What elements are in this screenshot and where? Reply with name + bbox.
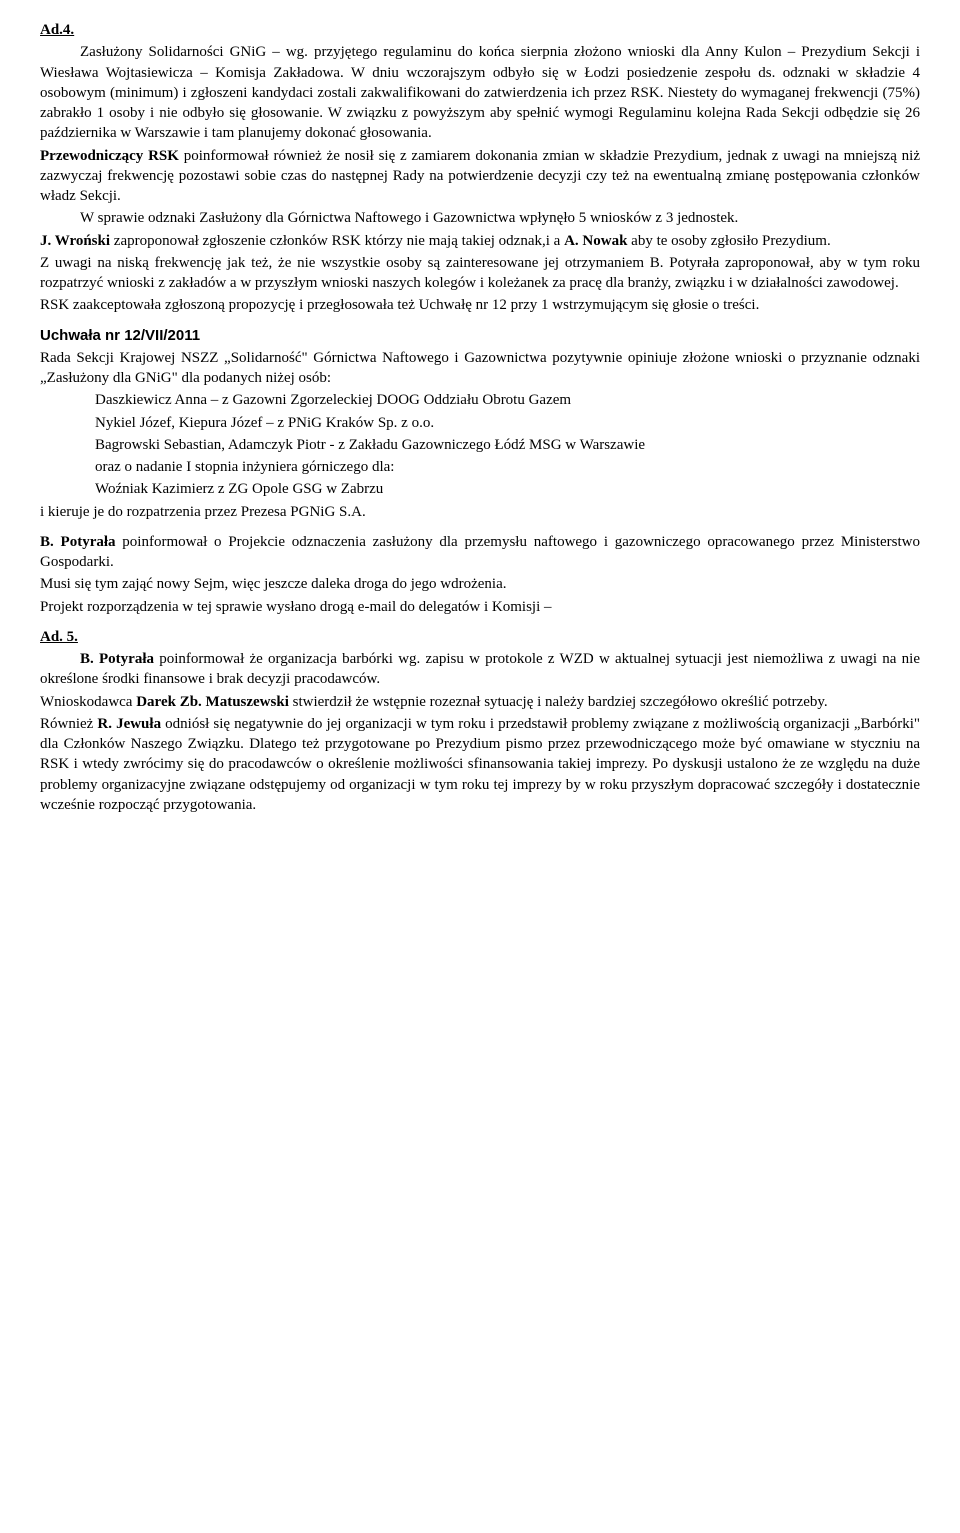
uchwala-l4: oraz o nadanie I stopnia inżyniera górni… — [95, 457, 920, 477]
ad5-p3-rest: odniósł się negatywnie do jej organizacj… — [40, 716, 920, 813]
ad4-heading: Ad.4. — [40, 20, 920, 40]
ad4-p3: W sprawie odznaki Zasłużony dla Górnictw… — [40, 208, 920, 228]
ad5-p2-lead: Wnioskodawca — [40, 694, 136, 710]
ad4-p4-mid: zaproponował zgłoszenie członków RSK któ… — [110, 233, 564, 249]
ad4-p4: J. Wroński zaproponował zgłoszenie człon… — [40, 231, 920, 251]
ad4-p6: RSK zaakceptowała zgłoszoną propozycję i… — [40, 295, 920, 315]
ad5-p3-name: R. Jewuła — [97, 716, 161, 732]
ad4-p5: Z uwagi na niską frekwencję jak też, że … — [40, 253, 920, 294]
ad5-p2-name: Darek Zb. Matuszewski — [136, 694, 289, 710]
uchwala-l1: Daszkiewicz Anna – z Gazowni Zgorzelecki… — [95, 390, 920, 410]
uchwala-p2: i kieruje je do rozpatrzenia przez Preze… — [40, 502, 920, 522]
uchwala-p4: Musi się tym zająć nowy Sejm, więc jeszc… — [40, 574, 920, 594]
uchwala-title: Uchwała nr 12/VII/2011 — [40, 326, 920, 346]
ad5-p1-rest: poinformował że organizacja barbórki wg.… — [40, 651, 920, 687]
uchwala-l3: Bagrowski Sebastian, Adamczyk Piotr - z … — [95, 435, 920, 455]
ad5-p2-rest: stwierdził że wstępnie rozeznał sytuację… — [289, 694, 828, 710]
uchwala-l2: Nykiel Józef, Kiepura Józef – z PNiG Kra… — [95, 413, 920, 433]
uchwala-p3-name: B. Potyrała — [40, 534, 116, 550]
ad4-p1: Zasłużony Solidarności GNiG – wg. przyję… — [40, 42, 920, 143]
uchwala-l5: Woźniak Kazimierz z ZG Opole GSG w Zabrz… — [95, 479, 920, 499]
ad5-p3-lead: Również — [40, 716, 97, 732]
ad5-p1-name: B. Potyrała — [80, 651, 154, 667]
ad4-p2: Przewodniczący RSK poinformował również … — [40, 146, 920, 207]
uchwala-p1: Rada Sekcji Krajowej NSZZ „Solidarność" … — [40, 348, 920, 389]
uchwala-p3-rest: poinformował o Projekcie odznaczenia zas… — [40, 534, 920, 570]
ad5-p3: Również R. Jewuła odniósł się negatywnie… — [40, 714, 920, 815]
ad4-p4-name2: A. Nowak — [564, 233, 627, 249]
ad4-p4-name1: J. Wroński — [40, 233, 110, 249]
ad5-p1: B. Potyrała poinformował że organizacja … — [40, 649, 920, 690]
ad5-heading: Ad. 5. — [40, 627, 920, 647]
uchwala-p3: B. Potyrała poinformował o Projekcie odz… — [40, 532, 920, 573]
ad4-p4-end: aby te osoby zgłosiło Prezydium. — [627, 233, 830, 249]
ad4-p2-lead: Przewodniczący RSK — [40, 148, 179, 164]
uchwala-p5: Projekt rozporządzenia w tej sprawie wys… — [40, 597, 920, 617]
ad5-p2: Wnioskodawca Darek Zb. Matuszewski stwie… — [40, 692, 920, 712]
